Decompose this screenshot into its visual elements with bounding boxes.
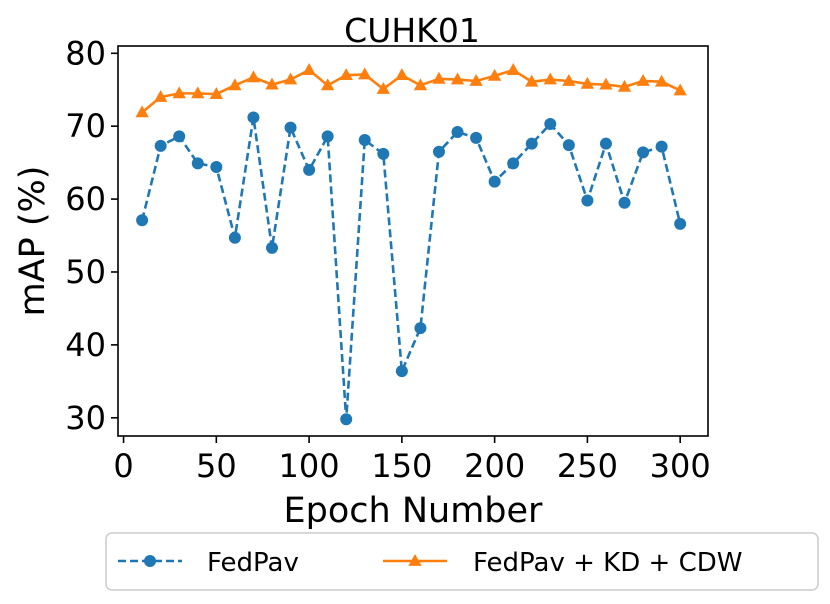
y-tick-label: 50 — [65, 253, 106, 291]
data-point — [376, 82, 390, 94]
data-point — [414, 322, 427, 335]
data-point — [599, 77, 613, 90]
x-tick-label: 100 — [279, 447, 340, 485]
data-point — [432, 71, 446, 84]
series-fedpav — [136, 111, 687, 426]
data-point — [228, 231, 241, 244]
data-point — [303, 163, 316, 176]
data-point — [339, 68, 353, 81]
data-point — [507, 157, 520, 170]
data-point — [544, 118, 557, 130]
y-axis: 30 40 50 60 70 80 — [65, 34, 118, 437]
data-point — [525, 74, 539, 87]
data-point — [135, 105, 149, 118]
data-point — [321, 130, 334, 143]
x-tick-label: 50 — [196, 447, 237, 485]
data-point — [525, 137, 538, 150]
data-point — [154, 139, 167, 152]
data-point — [450, 72, 465, 85]
data-point — [321, 78, 335, 91]
legend-label: FedPav — [207, 548, 299, 578]
data-point — [154, 90, 168, 102]
x-tick-label: 0 — [113, 447, 133, 485]
series-line — [140, 117, 682, 420]
data-point — [618, 196, 631, 209]
data-point — [580, 76, 595, 89]
y-tick-label: 70 — [65, 107, 106, 145]
data-point — [191, 86, 205, 99]
y-tick-label: 60 — [65, 180, 106, 218]
data-point — [673, 83, 687, 96]
data-point — [228, 78, 242, 91]
data-point — [283, 72, 298, 85]
series-layer — [135, 63, 687, 426]
x-tick-label: 150 — [371, 447, 432, 485]
data-point — [340, 413, 353, 426]
data-point — [581, 194, 594, 207]
x-tick-label: 250 — [557, 447, 618, 485]
x-axis-label: Epoch Number — [284, 491, 544, 531]
data-point — [209, 87, 223, 100]
legend-marker — [144, 555, 156, 567]
data-point — [487, 68, 502, 81]
data-point — [488, 175, 501, 188]
legend-box — [105, 532, 819, 591]
data-point — [432, 145, 445, 158]
data-point — [358, 67, 372, 80]
plot-area — [118, 46, 708, 436]
data-point — [246, 70, 261, 83]
y-tick-label: 30 — [65, 399, 106, 437]
data-point — [469, 73, 483, 86]
data-point — [210, 161, 223, 174]
data-point — [674, 217, 687, 230]
data-point — [543, 72, 557, 85]
data-point — [247, 111, 260, 124]
data-point — [284, 121, 297, 134]
x-tick-label: 300 — [650, 447, 711, 485]
data-point — [655, 140, 668, 153]
legend-marker — [408, 554, 422, 566]
data-point — [172, 86, 186, 99]
data-point — [395, 365, 408, 378]
legend-label: FedPav + KD + CDW — [473, 548, 742, 578]
data-point — [265, 241, 278, 254]
series-fedpav-kd-cdw — [135, 63, 687, 118]
data-point — [470, 131, 483, 144]
x-tick-label: 200 — [464, 447, 525, 485]
plot-frame — [117, 45, 709, 437]
data-point — [395, 68, 409, 81]
data-point — [265, 77, 279, 90]
data-point — [302, 63, 316, 75]
data-point — [562, 73, 576, 86]
data-point — [173, 130, 186, 143]
legend-item-fedpav: FedPav — [118, 548, 299, 578]
data-point — [637, 146, 650, 159]
y-tick-label: 80 — [65, 34, 106, 72]
legend-item-fedpav-kd-cdw: FedPav + KD + CDW — [383, 548, 742, 578]
legend-items: FedPav FedPav + KD + CDW — [118, 548, 742, 578]
chart-title: CUHK01 — [344, 11, 480, 50]
data-point — [599, 137, 612, 150]
data-point — [617, 79, 632, 92]
data-point — [136, 214, 149, 227]
y-axis-label: mAP (%) — [13, 166, 53, 317]
data-point — [377, 147, 390, 160]
data-point — [654, 74, 669, 87]
data-point — [562, 139, 575, 152]
legend: FedPav FedPav + KD + CDW — [105, 532, 819, 591]
data-point — [191, 157, 204, 170]
data-point — [451, 126, 464, 139]
data-point — [636, 73, 650, 86]
data-point — [413, 78, 428, 91]
data-point — [358, 134, 371, 147]
y-tick-label: 40 — [65, 326, 106, 364]
data-point — [506, 63, 520, 75]
x-axis: 0 50 100 150 200 250 300 — [113, 436, 711, 485]
